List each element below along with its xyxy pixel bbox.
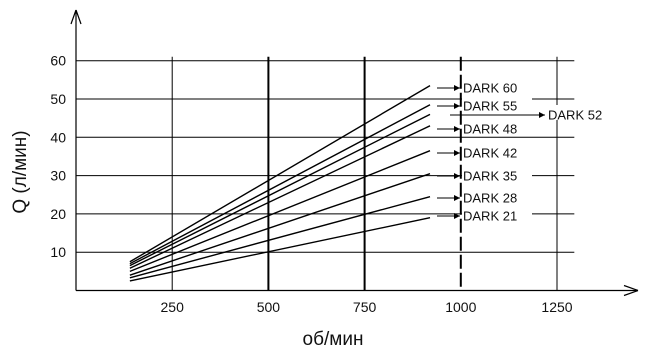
- series-label-4: DARK 42: [463, 146, 517, 161]
- y-tick-50: 50: [50, 91, 66, 107]
- label-bg-1: [462, 96, 532, 111]
- x-tick-250: 250: [161, 299, 185, 315]
- x-tick-750: 750: [353, 299, 377, 315]
- x-tick-labels: 250 500 750 1000 1250: [161, 299, 573, 315]
- label-bg-2: [547, 105, 617, 120]
- y-tick-60: 60: [50, 53, 66, 69]
- label-bg-7: [462, 206, 532, 221]
- series-line-2: [129, 113, 431, 267]
- label-arrowhead-5: [454, 173, 460, 179]
- label-arrowhead-2: [539, 112, 545, 118]
- series-label-7: DARK 21: [463, 209, 517, 224]
- label-arrowhead-6: [454, 195, 460, 201]
- axes: [70, 9, 639, 297]
- series-line-6: [129, 195, 431, 279]
- series-lines: [129, 84, 431, 282]
- series-label-1: DARK 55: [463, 99, 517, 114]
- series-line-3: [129, 125, 431, 269]
- label-bg-3: [462, 119, 532, 134]
- x-axis-arrow: [623, 284, 639, 297]
- x-tick-500: 500: [257, 299, 281, 315]
- label-arrowhead-7: [454, 213, 460, 219]
- y-tick-labels: 10 20 30 40 50 60: [50, 53, 66, 261]
- label-bg-6: [462, 188, 532, 203]
- series-line-4: [129, 150, 431, 272]
- label-bg-0: [462, 78, 532, 93]
- series-label-2: DARK 52: [548, 108, 602, 123]
- series-label-0: DARK 60: [463, 81, 517, 96]
- y-tick-10: 10: [50, 244, 66, 260]
- y-axis-arrow: [70, 9, 82, 25]
- series-line-7: [129, 217, 431, 282]
- series-line-5: [129, 173, 431, 276]
- series-label-3: DARK 48: [463, 122, 517, 137]
- label-arrowhead-4: [454, 150, 460, 156]
- label-bg-5: [462, 166, 532, 181]
- series-line-0: [129, 84, 431, 263]
- y-axis-label: Q (л/мин): [10, 130, 31, 213]
- label-arrowhead-0: [454, 85, 460, 91]
- series-label-5: DARK 35: [463, 169, 517, 184]
- x-tick-1000: 1000: [445, 299, 476, 315]
- series-label-6: DARK 28: [463, 191, 517, 206]
- grid-lines: [76, 56, 575, 291]
- label-arrowhead-1: [454, 103, 460, 109]
- x-axis-label: об/мин: [303, 329, 364, 350]
- series-labels: DARK 60 DARK 55 DARK 52 DARK 48 DARK 42 DARK …: [437, 78, 617, 224]
- series-line-1: [129, 104, 431, 265]
- x-tick-1250: 1250: [541, 299, 572, 315]
- y-tick-40: 40: [50, 129, 66, 145]
- y-tick-30: 30: [50, 168, 66, 184]
- y-tick-20: 20: [50, 206, 66, 222]
- label-arrowhead-3: [454, 126, 460, 132]
- label-bg-4: [462, 143, 532, 158]
